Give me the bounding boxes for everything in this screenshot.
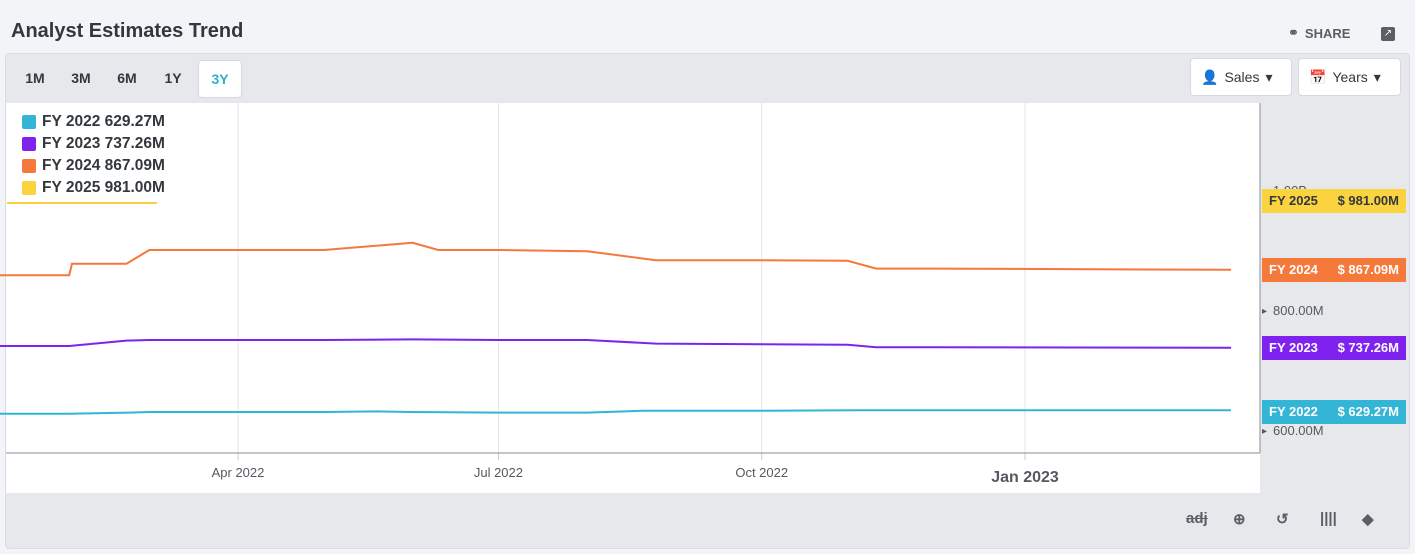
popout-icon[interactable]: ↗ <box>1381 27 1395 41</box>
period-dropdown[interactable]: 📅 Years ▾ <box>1298 58 1401 96</box>
value-tag-fy2022: FY 2022 $ 629.27M <box>1262 400 1406 425</box>
x-tick-label: Apr 2022 <box>212 465 265 480</box>
y-tick-marker: ▸ <box>1262 306 1267 317</box>
series-line-fy2023 <box>0 338 1232 349</box>
legend: FY 2022 629.27M FY 2023 737.26M FY 2024 … <box>22 111 165 199</box>
x-tick-label: Jan 2023 <box>991 469 1059 486</box>
adj-icon[interactable]: adj <box>1186 510 1208 527</box>
share-button[interactable]: ⚭ SHARE <box>1288 25 1350 41</box>
series-lines <box>0 241 1232 415</box>
caret-down-icon: ▾ <box>1373 68 1381 85</box>
share-label: SHARE <box>1304 25 1351 41</box>
x-tick-label: Jul 2022 <box>474 465 523 480</box>
value-tag-value: $ 867.09M <box>1337 261 1399 277</box>
page-title: Analyst Estimates Trend <box>11 20 244 42</box>
axes: Apr 2022 Jul 2022 Oct 2022 Jan 2023 ▸ 600.00M… <box>6 103 1324 486</box>
tag-icon[interactable]: ◆ <box>1362 511 1374 528</box>
value-tag-fy2023: FY 2023 $ 737.26M <box>1262 335 1406 360</box>
legend-fy2024[interactable]: FY 2024 867.09M <box>22 155 165 177</box>
value-tag-value: $ 981.00M <box>1337 193 1399 209</box>
x-tick-label: Oct 2022 <box>735 465 788 480</box>
series-line-fy2022 <box>0 409 1232 415</box>
value-tag-fy2024: FY 2024 $ 867.09M <box>1262 257 1406 282</box>
value-tag-label: FY 2024 <box>1269 261 1318 277</box>
range-selector: 1M 3M 6M 1Y 3Y <box>14 60 246 98</box>
user-icon: 👤 <box>1201 68 1219 85</box>
range-1y[interactable]: 1Y <box>164 70 182 86</box>
plot-area <box>6 103 1260 493</box>
y-tick-label: 800.00M <box>1273 303 1324 318</box>
y-tick-marker: ▸ <box>1262 426 1267 437</box>
calendar-icon: 📅 <box>1309 68 1327 85</box>
range-3m[interactable]: 3M <box>71 70 91 86</box>
replay-icon[interactable]: ↺ <box>1276 511 1289 528</box>
value-tag-label: FY 2023 <box>1269 339 1318 355</box>
range-3y[interactable]: 3Y <box>198 60 242 98</box>
value-tag-fy2025: FY 2025 $ 981.00M <box>1262 189 1406 214</box>
value-tag-value: $ 629.27M <box>1337 404 1399 420</box>
period-label: Years <box>1332 69 1368 85</box>
range-1m[interactable]: 1M <box>25 70 45 86</box>
legend-fy2023[interactable]: FY 2023 737.26M <box>22 133 165 155</box>
value-tag-label: FY 2025 <box>1269 193 1318 209</box>
caret-down-icon: ▾ <box>1265 68 1273 85</box>
y-tick-label: 600.00M <box>1273 423 1324 438</box>
fy2025-legend-line <box>7 202 157 204</box>
bars-icon[interactable]: |||| <box>1320 510 1337 527</box>
series-line-fy2024 <box>0 241 1232 277</box>
metric-label: Sales <box>1224 69 1260 85</box>
metric-dropdown[interactable]: 👤 Sales ▾ <box>1190 58 1292 96</box>
range-6m[interactable]: 6M <box>117 70 137 86</box>
crosshair-icon[interactable]: ⊕ <box>1233 511 1246 528</box>
legend-fy2025[interactable]: FY 2025 981.00M <box>22 177 165 199</box>
grid <box>237 103 1026 453</box>
share-icon: ⚭ <box>1288 25 1299 40</box>
legend-fy2022[interactable]: FY 2022 629.27M <box>22 111 165 133</box>
value-tag-label: FY 2022 <box>1269 404 1318 420</box>
value-tag-value: $ 737.26M <box>1337 339 1399 355</box>
